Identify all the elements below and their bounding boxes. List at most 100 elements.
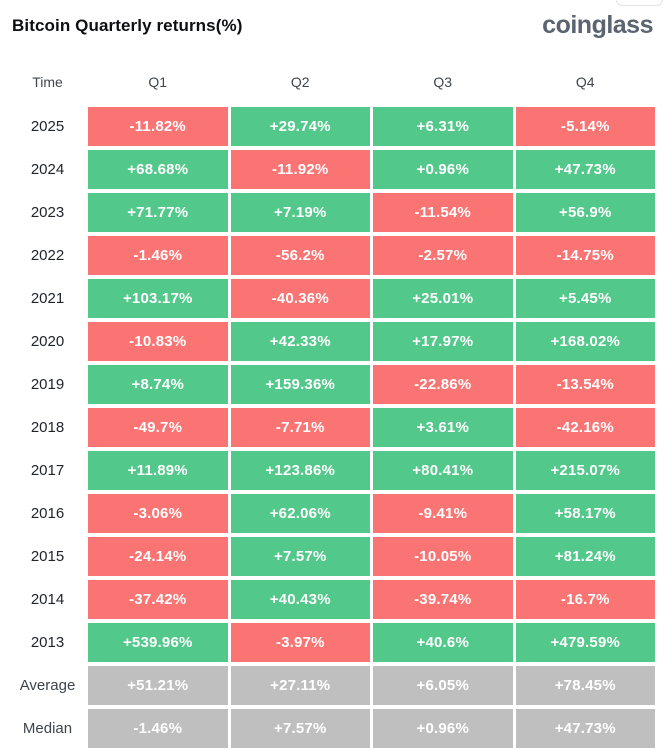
table-row: 2021 +103.17% -40.36% +25.01% +5.45% (10, 278, 655, 318)
return-cell: +42.33% (230, 321, 370, 361)
table-row: Average +51.21% +27.11% +6.05% +78.45% (10, 665, 655, 705)
table-row: 2018 -49.7% -7.71% +3.61% -42.16% (10, 407, 655, 447)
return-cell: +78.45% (515, 665, 655, 705)
row-label: 2023 (30, 203, 65, 221)
return-cell: +62.06% (230, 493, 370, 533)
return-cell: -10.05% (373, 536, 513, 576)
returns-table: Time Q1 Q2 Q3 Q4 2025 -11.82% +29.74% +6.31% -5.… (0, 72, 665, 748)
return-cell: -10.83% (88, 321, 228, 361)
return-cell: +6.31% (373, 106, 513, 146)
return-cell: -49.7% (88, 407, 228, 447)
column-header-time: Time (32, 73, 63, 90)
row-label: 2014 (30, 590, 65, 608)
column-header-q3: Q3 (433, 73, 453, 90)
return-cell: -40.36% (230, 278, 370, 318)
return-cell: +29.74% (230, 106, 370, 146)
row-label: 2015 (30, 547, 65, 565)
table-row: 2016 -3.06% +62.06% -9.41% +58.17% (10, 493, 655, 533)
return-cell: +7.19% (230, 192, 370, 232)
return-cell: +80.41% (373, 450, 513, 490)
return-cell: -37.42% (88, 579, 228, 619)
return-cell: +0.96% (373, 149, 513, 189)
column-header-q1: Q1 (148, 73, 168, 90)
table-row: 2023 +71.77% +7.19% -11.54% +56.9% (10, 192, 655, 232)
return-cell: -9.41% (373, 493, 513, 533)
table-row: 2014 -37.42% +40.43% -39.74% -16.7% (10, 579, 655, 619)
table-row: 2015 -24.14% +7.57% -10.05% +81.24% (10, 536, 655, 576)
return-cell: -13.54% (515, 364, 655, 404)
return-cell: +7.57% (230, 536, 370, 576)
return-cell: +40.43% (230, 579, 370, 619)
return-cell: +5.45% (515, 278, 655, 318)
return-cell: -3.97% (230, 622, 370, 662)
return-cell: -1.46% (88, 235, 228, 275)
table-body: 2025 -11.82% +29.74% +6.31% -5.14% 2024 +68.68… (10, 106, 655, 748)
return-cell: -5.14% (515, 106, 655, 146)
titlebar: Bitcoin Quarterly returns(%) coinglass (0, 0, 665, 40)
return-cell: +51.21% (88, 665, 228, 705)
return-cell: -42.16% (515, 407, 655, 447)
row-label: 2021 (30, 289, 65, 307)
return-cell: -1.46% (88, 708, 228, 748)
return-cell: +215.07% (515, 450, 655, 490)
row-label: Average (19, 676, 76, 694)
return-cell: +40.6% (373, 622, 513, 662)
row-label: 2025 (30, 117, 65, 135)
return-cell: +11.89% (88, 450, 228, 490)
row-label: 2016 (30, 504, 65, 522)
return-cell: +81.24% (515, 536, 655, 576)
table-row: 2022 -1.46% -56.2% -2.57% -14.75% (10, 235, 655, 275)
row-label: Median (22, 719, 73, 737)
return-cell: +68.68% (88, 149, 228, 189)
return-cell: +47.73% (515, 708, 655, 748)
return-cell: +27.11% (230, 665, 370, 705)
return-cell: +539.96% (88, 622, 228, 662)
return-cell: -16.7% (515, 579, 655, 619)
return-cell: +25.01% (373, 278, 513, 318)
table-row: 2025 -11.82% +29.74% +6.31% -5.14% (10, 106, 655, 146)
table-header-row: Time Q1 Q2 Q3 Q4 (10, 72, 655, 92)
return-cell: +6.05% (373, 665, 513, 705)
table-row: 2017 +11.89% +123.86% +80.41% +215.07% (10, 450, 655, 490)
coinglass-logo[interactable]: coinglass (542, 11, 653, 39)
return-cell: +7.57% (230, 708, 370, 748)
return-cell: -14.75% (515, 235, 655, 275)
table-row: 2019 +8.74% +159.36% -22.86% -13.54% (10, 364, 655, 404)
column-header-q2: Q2 (290, 73, 310, 90)
return-cell: +47.73% (515, 149, 655, 189)
table-row: 2013 +539.96% -3.97% +40.6% +479.59% (10, 622, 655, 662)
return-cell: -11.92% (230, 149, 370, 189)
return-cell: +479.59% (515, 622, 655, 662)
return-cell: -11.54% (373, 192, 513, 232)
return-cell: -56.2% (230, 235, 370, 275)
return-cell: +17.97% (373, 321, 513, 361)
return-cell: -2.57% (373, 235, 513, 275)
row-label: 2022 (30, 246, 65, 264)
table-row: Median -1.46% +7.57% +0.96% +47.73% (10, 708, 655, 748)
row-label: 2013 (30, 633, 65, 651)
page-title: Bitcoin Quarterly returns(%) (12, 16, 243, 35)
column-header-q4: Q4 (575, 73, 595, 90)
row-label: 2018 (30, 418, 65, 436)
return-cell: +123.86% (230, 450, 370, 490)
return-cell: -22.86% (373, 364, 513, 404)
table-row: 2024 +68.68% -11.92% +0.96% +47.73% (10, 149, 655, 189)
table-row: 2020 -10.83% +42.33% +17.97% +168.02% (10, 321, 655, 361)
return-cell: +168.02% (515, 321, 655, 361)
cropped-top-right-button[interactable] (616, 0, 663, 6)
return-cell: -11.82% (88, 106, 228, 146)
return-cell: +71.77% (88, 192, 228, 232)
return-cell: +56.9% (515, 192, 655, 232)
return-cell: -39.74% (373, 579, 513, 619)
return-cell: -3.06% (88, 493, 228, 533)
row-label: 2017 (30, 461, 65, 479)
return-cell: +103.17% (88, 278, 228, 318)
return-cell: +8.74% (88, 364, 228, 404)
return-cell: +3.61% (373, 407, 513, 447)
return-cell: +159.36% (230, 364, 370, 404)
row-label: 2024 (30, 160, 65, 178)
row-label: 2019 (30, 375, 65, 393)
return-cell: -7.71% (230, 407, 370, 447)
return-cell: +58.17% (515, 493, 655, 533)
